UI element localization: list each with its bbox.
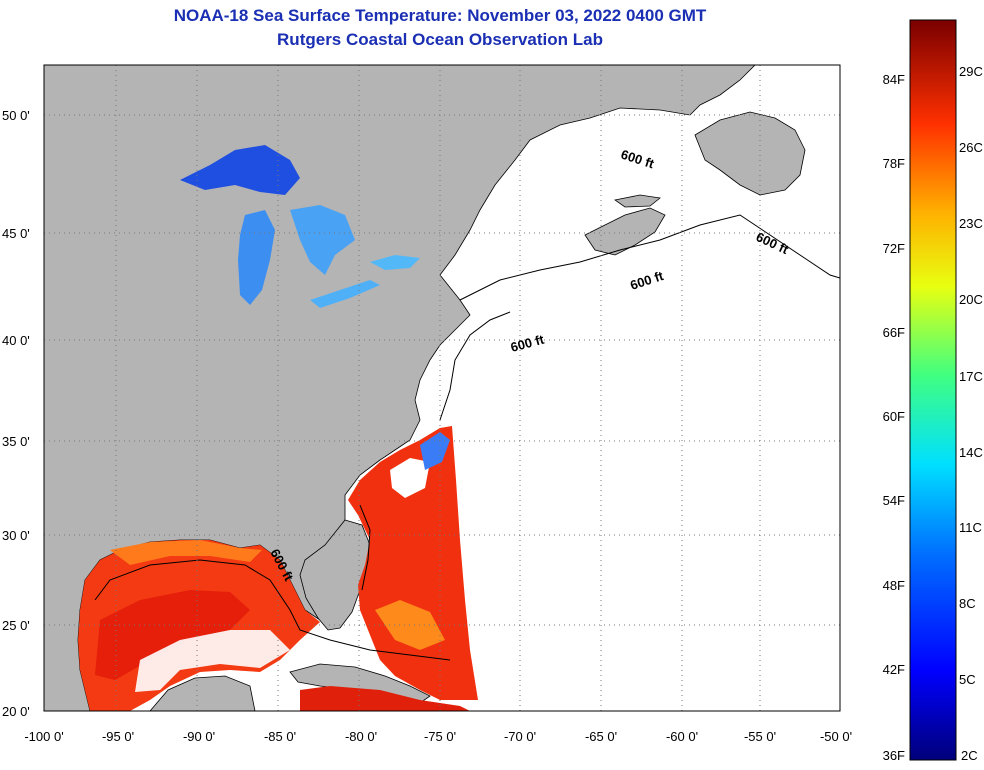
map-title: NOAA-18 Sea Surface Temperature: Novembe… <box>173 6 707 25</box>
colorbar-c-label: 14C <box>959 445 983 460</box>
colorbar-f-label: 78F <box>883 156 905 171</box>
lake-huron <box>290 205 355 275</box>
sst-gulf-cloud <box>135 630 290 692</box>
colorbar-c-label: 26C <box>959 140 983 155</box>
colorbar-c-label: 23C <box>959 216 983 231</box>
sst-atlantic-cool <box>420 432 450 470</box>
lon-label: -65 0' <box>585 729 617 744</box>
lon-label: -90 0' <box>183 729 215 744</box>
lon-label: -55 0' <box>744 729 776 744</box>
colorbar-f-label: 54F <box>883 493 905 508</box>
sst-atlantic-gulfstream <box>348 426 478 700</box>
land-pei <box>614 194 661 208</box>
colorbar-c-label: 20C <box>959 292 983 307</box>
sst-gulf-cool-shelf <box>110 540 262 565</box>
longitude-labels: -100 0' -95 0' -90 0' -85 0' -80 0' -75 … <box>24 729 852 744</box>
colorbar-c-label: 2C <box>961 748 978 763</box>
lat-label: 30 0' <box>2 528 30 543</box>
lon-label: -85 0' <box>264 729 296 744</box>
colorbar-c-label: 5C <box>959 672 976 687</box>
lon-label: -70 0' <box>504 729 536 744</box>
lake-erie <box>310 280 380 308</box>
map-border <box>43 64 841 712</box>
lat-label: 20 0' <box>2 704 30 719</box>
lat-label: 40 0' <box>2 333 30 348</box>
lon-label: -75 0' <box>424 729 456 744</box>
bathymetry-600ft-east <box>439 311 511 421</box>
lon-label: -95 0' <box>102 729 134 744</box>
lake-superior <box>180 145 300 195</box>
lon-label: -80 0' <box>345 729 377 744</box>
colorbar-f-label: 42F <box>883 662 905 677</box>
lon-label: -100 0' <box>24 729 63 744</box>
colorbar-f-label: 72F <box>883 241 905 256</box>
colorbar-c-label: 29C <box>959 64 983 79</box>
lake-michigan <box>238 210 275 305</box>
colorbar-fahrenheit-labels: 84F 78F 72F 66F 60F 54F 48F 42F 36F <box>883 72 905 763</box>
sst-gulf-warm-patch <box>95 590 250 680</box>
colorbar <box>909 19 957 761</box>
colorbar-c-label: 8C <box>959 596 976 611</box>
colorbar-f-label: 66F <box>883 325 905 340</box>
colorbar-c-label: 11C <box>959 520 982 535</box>
lat-label: 35 0' <box>2 434 30 449</box>
sst-caribbean <box>300 686 470 711</box>
sst-atlantic-cloud <box>390 458 430 498</box>
lake-ontario <box>370 255 420 270</box>
lon-label: -60 0' <box>666 729 698 744</box>
lat-label: 25 0' <box>2 618 30 633</box>
map-subtitle: Rutgers Coastal Ocean Observation Lab <box>277 30 603 49</box>
latitude-labels: 50 0' 45 0' 40 0' 35 0' 30 0' 25 0' 20 0… <box>2 108 30 719</box>
colorbar-celsius-labels: 29C 26C 23C 20C 17C 14C 11C 8C 5C 2C <box>959 64 983 763</box>
bathymetry-600ft-florida <box>359 504 371 591</box>
lat-label: 45 0' <box>2 226 30 241</box>
colorbar-f-label: 36F <box>883 748 905 763</box>
land-nova-scotia <box>584 207 666 256</box>
lon-label: -50 0' <box>820 729 852 744</box>
colorbar-f-label: 84F <box>883 72 905 87</box>
land-yucatan <box>149 675 256 711</box>
land-cuba <box>289 663 431 704</box>
bathymetry-600ft-gulf <box>94 559 451 661</box>
colorbar-c-label: 17C <box>959 369 983 384</box>
colorbar-f-label: 48F <box>883 578 905 593</box>
colorbar-f-label: 60F <box>883 409 905 424</box>
land-canada-maritime <box>694 111 806 196</box>
lat-label: 50 0' <box>2 108 30 123</box>
